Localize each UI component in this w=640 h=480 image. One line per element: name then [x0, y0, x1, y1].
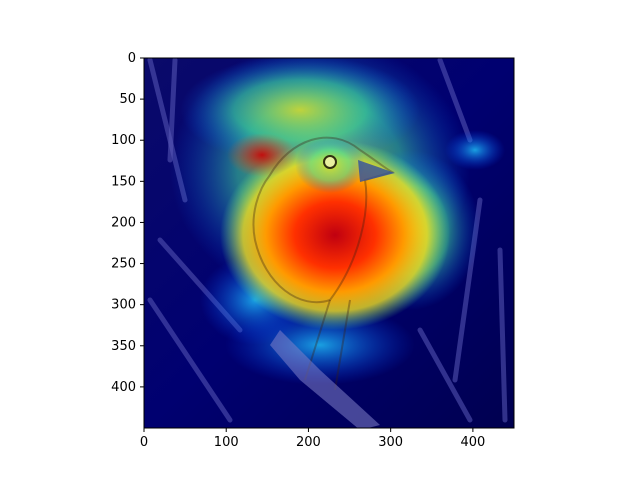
y-tick-label: 150	[111, 174, 136, 189]
y-tick-label: 100	[111, 133, 136, 148]
x-axis-ticks: 0 100 200 300 400	[140, 428, 485, 450]
heatmap-image	[144, 58, 514, 428]
x-tick-label: 300	[378, 435, 403, 450]
x-tick-label: 200	[296, 435, 321, 450]
y-axis-ticks: 0 50 100 150 200 250 300 350 400	[111, 51, 144, 395]
x-tick-label: 100	[214, 435, 239, 450]
x-tick-label: 400	[460, 435, 485, 450]
y-tick-label: 0	[128, 51, 136, 66]
branch-shape	[270, 330, 380, 428]
x-tick-label: 0	[140, 435, 148, 450]
y-tick-label: 250	[111, 257, 136, 272]
y-tick-label: 400	[111, 380, 136, 395]
y-tick-label: 350	[111, 339, 136, 354]
y-tick-label: 300	[111, 298, 136, 313]
y-tick-label: 50	[119, 92, 136, 107]
bird-eye-icon	[323, 155, 337, 169]
bird-beak-icon	[358, 160, 395, 182]
plot-frame	[143, 57, 515, 429]
y-tick-label: 200	[111, 215, 136, 230]
